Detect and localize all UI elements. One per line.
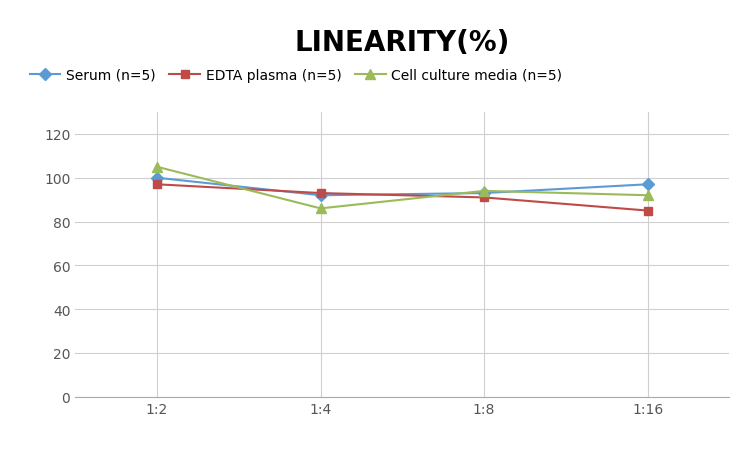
Line: Serum (n=5): Serum (n=5) (153, 174, 652, 200)
Title: LINEARITY(%): LINEARITY(%) (295, 28, 510, 56)
Serum (n=5) (643, 182, 652, 188)
Cell culture media (n=5) (643, 193, 652, 198)
Serum (n=5) (153, 175, 162, 181)
EDTA plasma (n=5) (316, 191, 325, 196)
Cell culture media (n=5) (153, 165, 162, 170)
Line: Cell culture media (n=5): Cell culture media (n=5) (152, 162, 653, 214)
Cell culture media (n=5) (316, 206, 325, 212)
Legend: Serum (n=5), EDTA plasma (n=5), Cell culture media (n=5): Serum (n=5), EDTA plasma (n=5), Cell cul… (30, 69, 562, 83)
Serum (n=5) (480, 191, 489, 196)
Serum (n=5) (316, 193, 325, 198)
EDTA plasma (n=5) (643, 208, 652, 214)
Cell culture media (n=5) (480, 189, 489, 194)
EDTA plasma (n=5) (480, 195, 489, 201)
EDTA plasma (n=5) (153, 182, 162, 188)
Line: EDTA plasma (n=5): EDTA plasma (n=5) (153, 181, 652, 215)
